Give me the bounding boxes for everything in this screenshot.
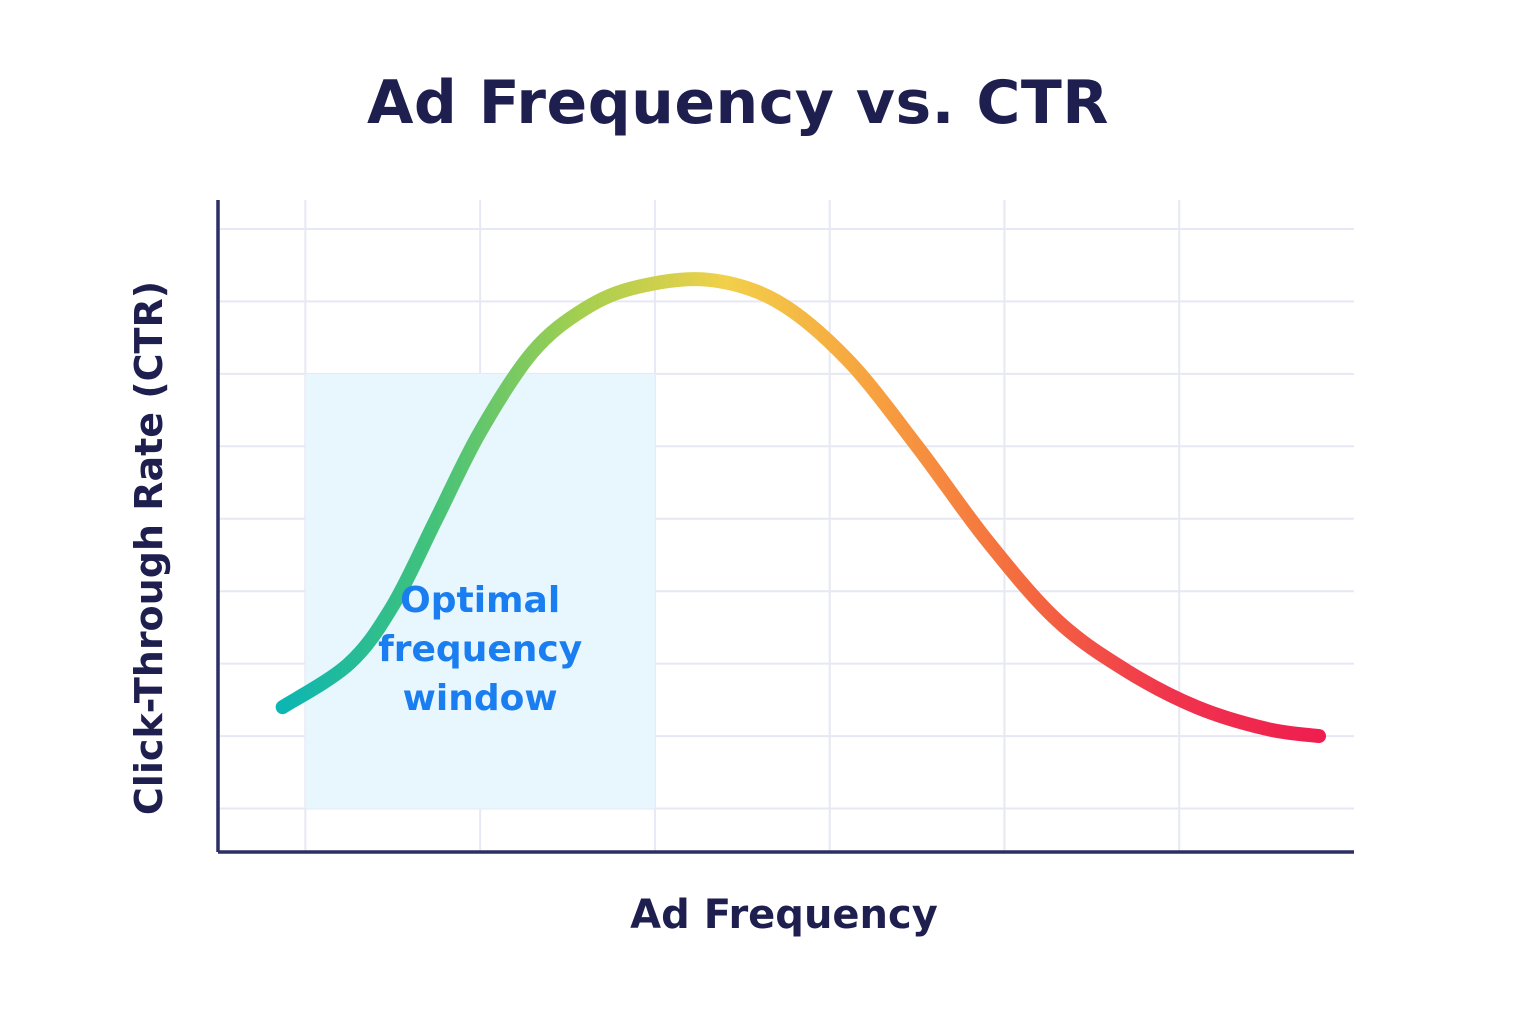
y-axis-label: Click-Through Rate (CTR): [127, 281, 171, 815]
annotation-label-line-0: Optimal: [400, 580, 560, 621]
annotation-text-group: Optimal frequency window: [378, 580, 582, 719]
annotation-label-line-2: window: [403, 678, 558, 719]
x-axis-label: Ad Frequency: [630, 892, 938, 938]
annotation-label-line-1: frequency: [378, 629, 582, 670]
ctr-curve-line: [275, 272, 1327, 744]
annotation-region-group: [305, 373, 655, 809]
axes: [216, 200, 1354, 854]
optimal-window-region: [305, 373, 655, 809]
series-group: [275, 272, 1327, 744]
chart-title: Ad Frequency vs. CTR: [366, 68, 1109, 138]
